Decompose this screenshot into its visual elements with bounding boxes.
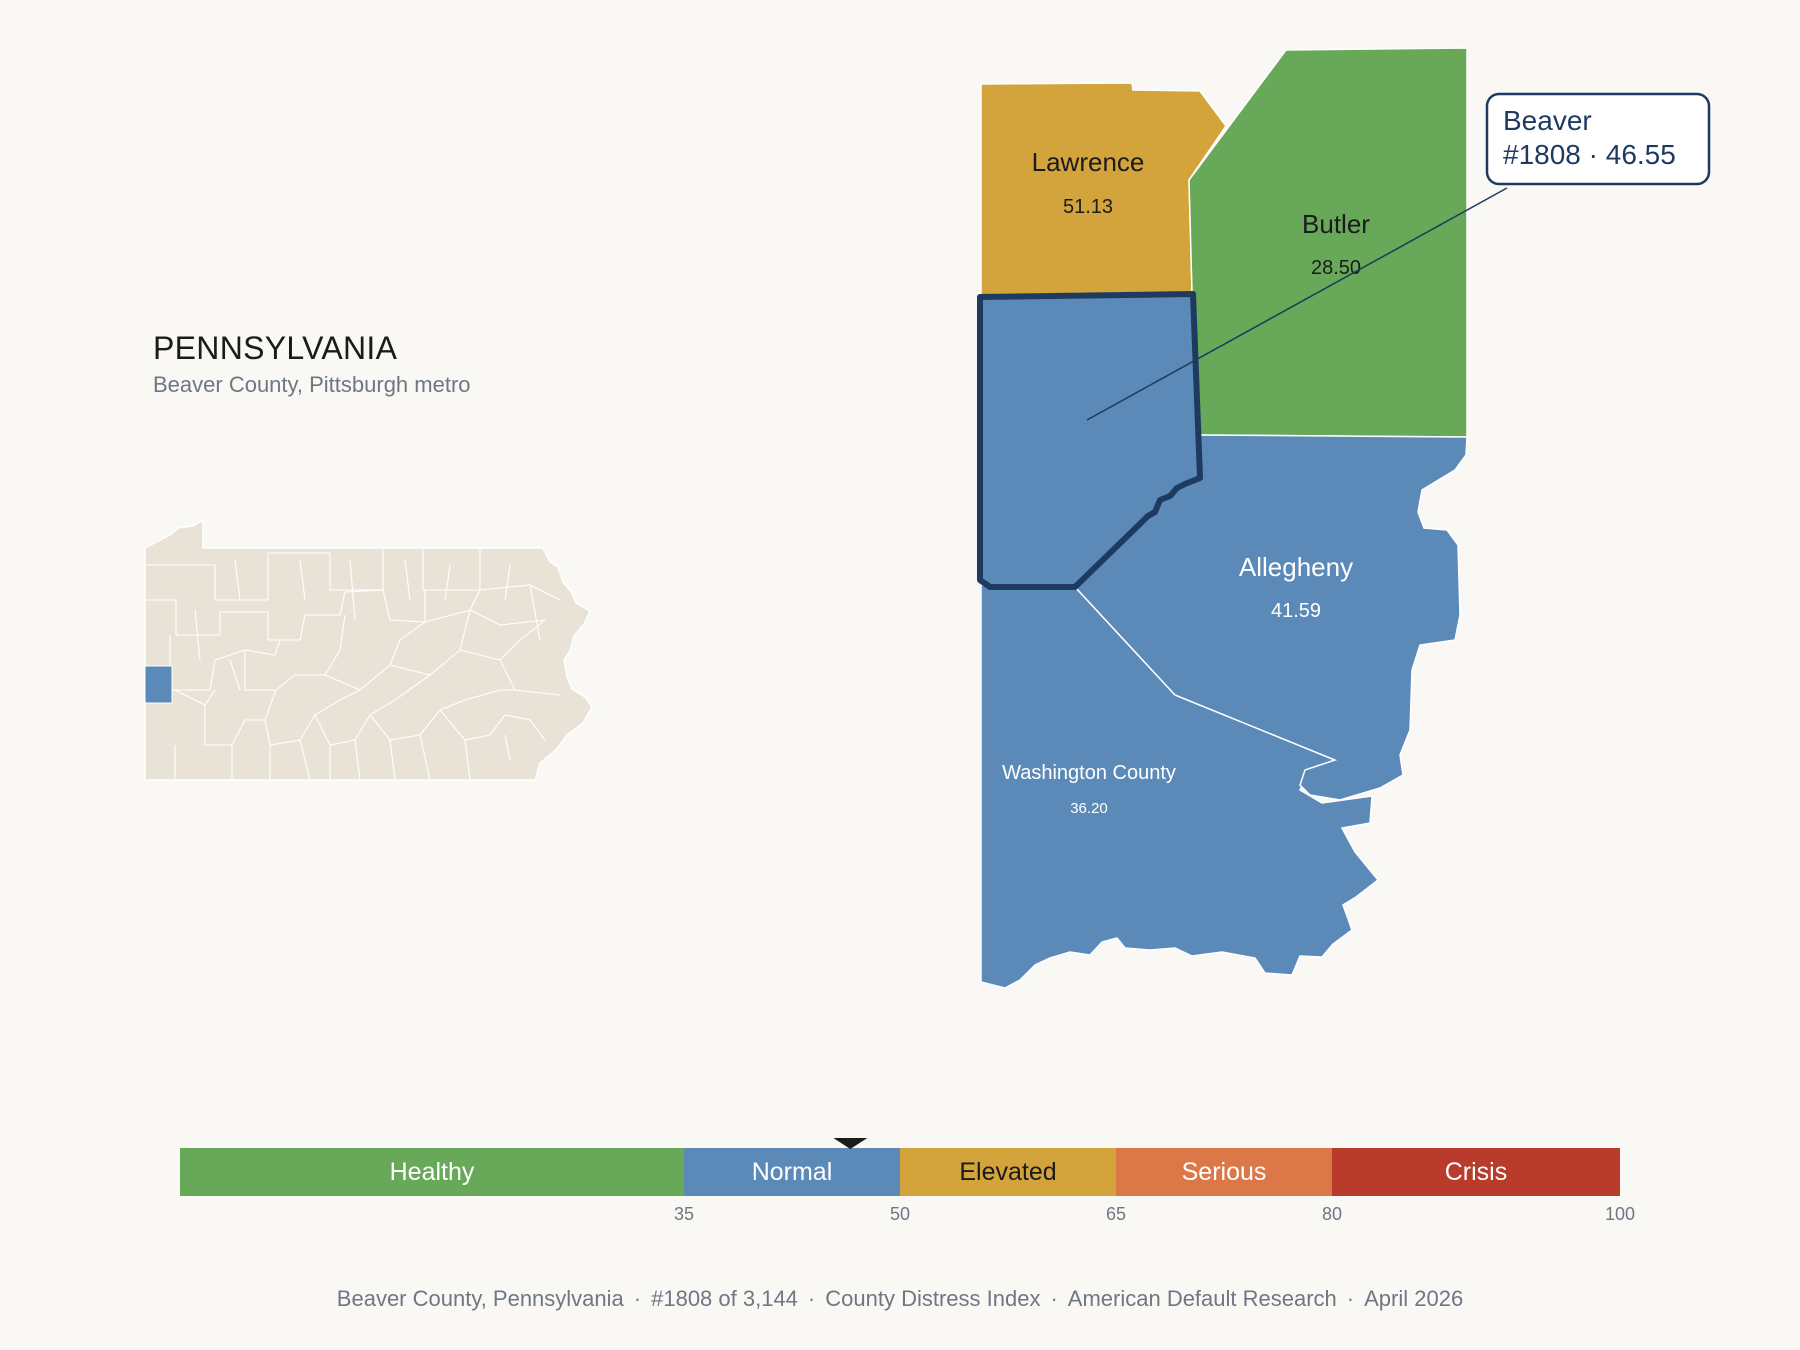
- county-label-allegheny: Allegheny: [1239, 552, 1353, 582]
- distress-scale-legend: Healthy Normal Elevated Serious Crisis 35 50 65…: [180, 1138, 1635, 1224]
- county-butler: [1188, 47, 1468, 438]
- county-label-washington: Washington County: [1002, 762, 1176, 784]
- scale-band-label-normal: Normal: [752, 1158, 833, 1186]
- footer-separator: ·: [633, 1286, 642, 1311]
- callout-box: [1485, 92, 1711, 186]
- scale-tick-label: 35: [674, 1204, 694, 1224]
- scale-band-label-crisis: Crisis: [1445, 1158, 1508, 1186]
- footer-org: American Default Research: [1067, 1286, 1337, 1311]
- footer-credits: Beaver County, Pennsylvania · #1808 of 3,1…: [0, 1286, 1800, 1312]
- state-title: PENNSYLVANIA: [153, 330, 398, 366]
- state-inset-map: [144, 518, 593, 781]
- pennsylvania-outline: [144, 518, 593, 781]
- county-allegheny: [1074, 434, 1468, 801]
- footer-separator: ·: [1050, 1286, 1058, 1311]
- scale-tick-label: 65: [1106, 1204, 1126, 1224]
- footer-separator: ·: [807, 1286, 816, 1311]
- footer-date: April 2026: [1364, 1286, 1464, 1311]
- inset-county-lines: [144, 548, 561, 781]
- county-value-allegheny: 41.59: [1271, 600, 1321, 622]
- county-beaver: [977, 291, 1203, 590]
- scale-band-label-serious: Serious: [1182, 1158, 1267, 1186]
- scale-band-crisis: [1332, 1148, 1620, 1196]
- scale-band-elevated: [900, 1148, 1116, 1196]
- scale-band-normal: [684, 1148, 900, 1196]
- footer-county: Beaver County, Pennsylvania: [336, 1286, 624, 1311]
- scale-tick-label: 50: [890, 1204, 910, 1224]
- footer-separator: ·: [1346, 1286, 1355, 1311]
- callout: Beaver #1808 · 46.55: [1086, 92, 1711, 421]
- county-washington: [980, 584, 1380, 989]
- scale-band-label-elevated: Elevated: [959, 1158, 1056, 1186]
- callout-rank-score: #1808 · 46.55: [1503, 139, 1676, 170]
- scale-band-serious: [1116, 1148, 1332, 1196]
- callout-county-name: Beaver: [1503, 105, 1592, 136]
- county-value-washington: 36.20: [1070, 800, 1108, 817]
- scale-tick-label: 100: [1605, 1204, 1635, 1224]
- county-map: Lawrence 51.13 Butler 28.50 Allegheny 41…: [977, 47, 1468, 989]
- callout-leader-line: [1086, 187, 1508, 421]
- county-label-butler: Butler: [1302, 209, 1370, 239]
- inset-beaver-highlight: [144, 665, 173, 704]
- county-value-lawrence: 51.13: [1063, 196, 1113, 218]
- scale-tick-label: 80: [1322, 1204, 1342, 1224]
- footer-rank: #1808 of 3,144: [651, 1286, 798, 1311]
- state-subtitle: Beaver County, Pittsburgh metro: [153, 372, 471, 397]
- footer-index: County Distress Index: [825, 1286, 1041, 1311]
- scale-band-healthy: [180, 1148, 684, 1196]
- county-value-butler: 28.50: [1311, 257, 1361, 279]
- scale-band-label-healthy: Healthy: [390, 1158, 475, 1186]
- scale-marker-triangle: [833, 1138, 868, 1149]
- county-label-lawrence: Lawrence: [1032, 147, 1145, 177]
